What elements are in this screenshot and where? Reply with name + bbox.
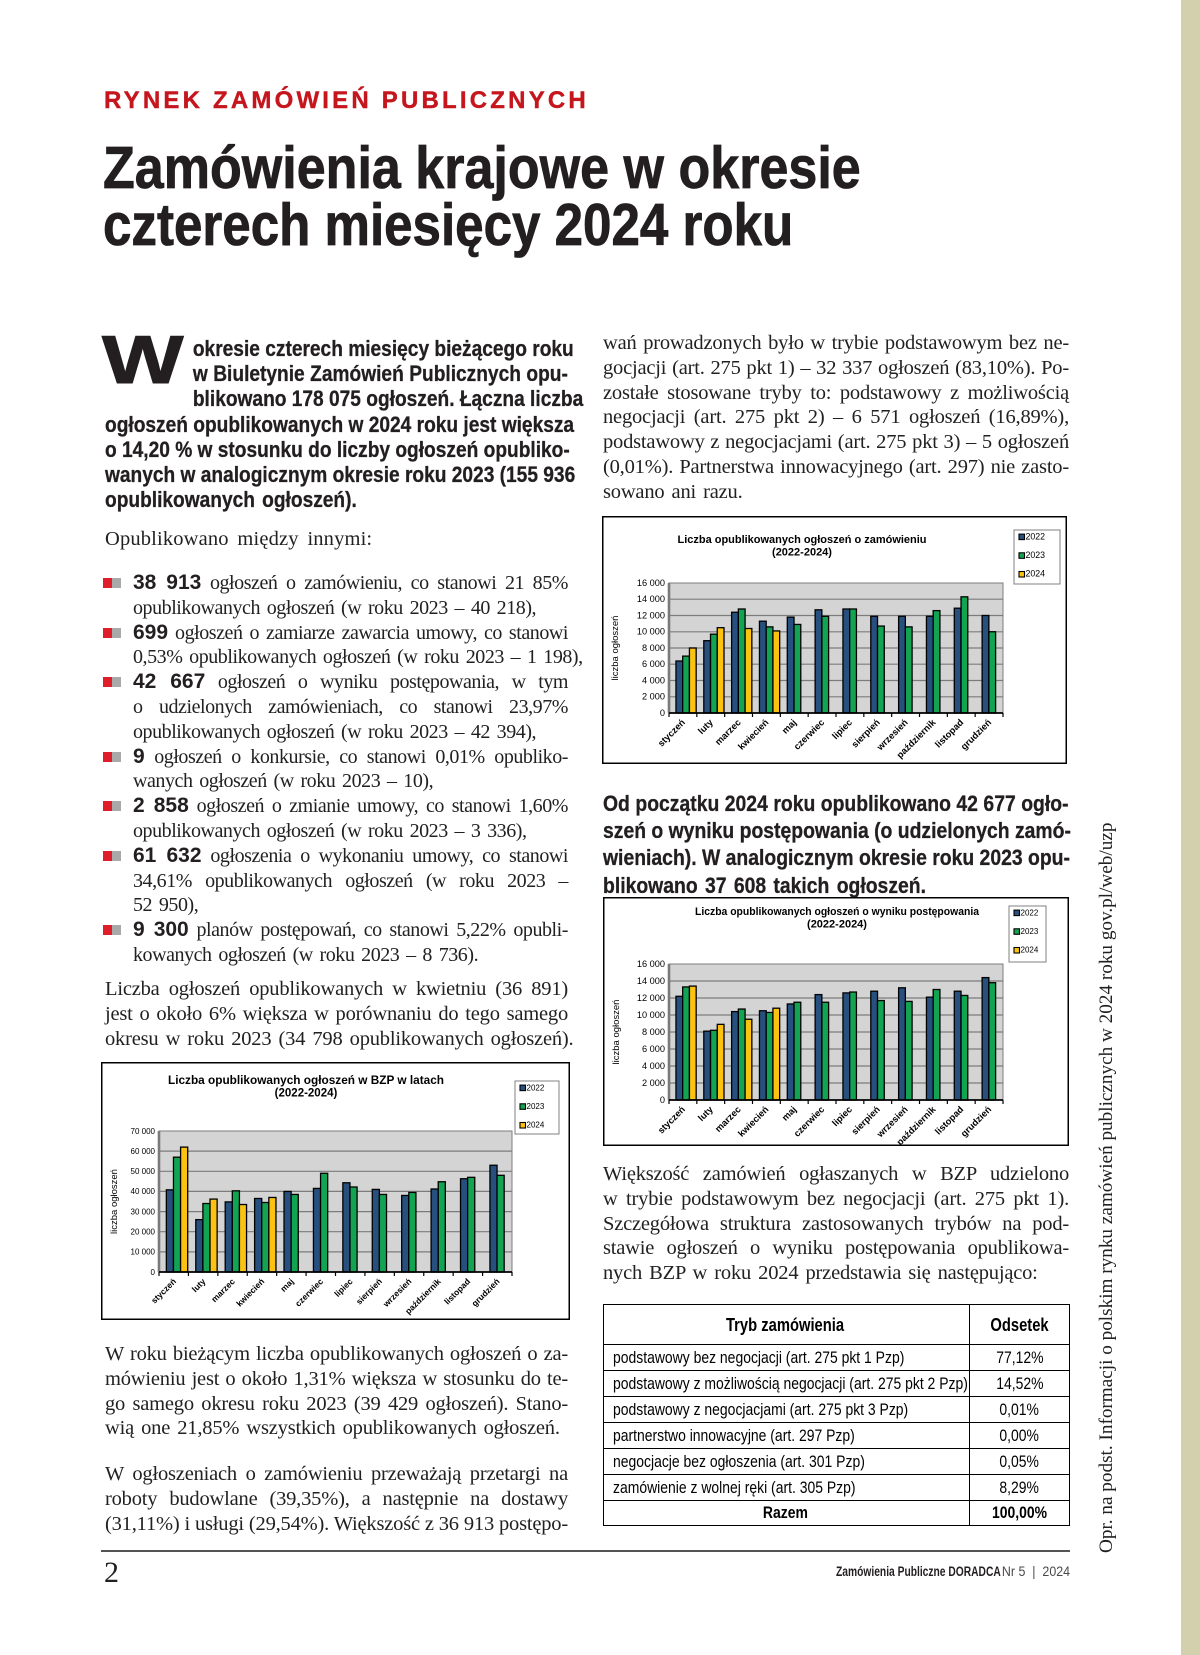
svg-text:2 000: 2 000 <box>642 1078 665 1088</box>
svg-text:2023: 2023 <box>527 1102 545 1111</box>
svg-text:0: 0 <box>660 708 665 718</box>
svg-text:12 000: 12 000 <box>637 993 665 1003</box>
svg-text:liczba ogłoszeń: liczba ogłoszeń <box>611 1000 622 1065</box>
svg-text:8 000: 8 000 <box>642 1027 665 1037</box>
svg-text:Liczba opublikowanych ogłoszeń: Liczba opublikowanych ogłoszeń o wyniku … <box>695 906 980 918</box>
svg-text:12 000: 12 000 <box>637 610 665 620</box>
svg-text:6 000: 6 000 <box>642 659 665 669</box>
svg-text:14 000: 14 000 <box>637 976 665 986</box>
svg-text:10 000: 10 000 <box>637 1010 665 1020</box>
svg-text:10 000: 10 000 <box>131 1248 156 1257</box>
svg-text:60 000: 60 000 <box>131 1147 156 1156</box>
svg-text:30 000: 30 000 <box>131 1207 156 1216</box>
svg-text:40 000: 40 000 <box>131 1187 156 1196</box>
svg-text:2 000: 2 000 <box>642 692 665 702</box>
svg-text:50 000: 50 000 <box>131 1167 156 1176</box>
svg-text:2024: 2024 <box>1026 569 1046 579</box>
svg-text:2023: 2023 <box>1026 550 1046 560</box>
svg-text:70 000: 70 000 <box>131 1127 156 1136</box>
svg-text:10 000: 10 000 <box>637 627 665 637</box>
svg-text:Liczba opublikowanych ogłoszeń: Liczba opublikowanych ogłoszeń w BZP w l… <box>168 1075 444 1087</box>
svg-text:(2022-2024): (2022-2024) <box>275 1088 338 1100</box>
svg-text:liczba ogłoszeń: liczba ogłoszeń <box>610 616 621 681</box>
svg-text:2024: 2024 <box>527 1121 545 1130</box>
svg-text:4 000: 4 000 <box>642 1061 665 1071</box>
svg-text:2022: 2022 <box>527 1083 545 1092</box>
svg-text:16 000: 16 000 <box>637 578 665 588</box>
svg-text:Liczba opublikowanych ogłoszeń: Liczba opublikowanych ogłoszeń o zamówie… <box>678 534 927 546</box>
svg-text:14 000: 14 000 <box>637 594 665 604</box>
svg-text:8 000: 8 000 <box>642 643 665 653</box>
svg-text:0: 0 <box>151 1268 156 1277</box>
svg-text:0: 0 <box>660 1095 665 1105</box>
svg-text:20 000: 20 000 <box>131 1228 156 1237</box>
svg-text:2022: 2022 <box>1026 531 1046 541</box>
svg-text:liczba ogłoszeń: liczba ogłoszeń <box>109 1169 120 1234</box>
svg-text:4 000: 4 000 <box>642 675 665 685</box>
svg-text:(2022-2024): (2022-2024) <box>807 919 867 931</box>
svg-text:2022: 2022 <box>1021 908 1039 917</box>
svg-text:2024: 2024 <box>1021 946 1039 955</box>
svg-text:16 000: 16 000 <box>637 959 665 969</box>
svg-text:(2022-2024): (2022-2024) <box>772 547 832 559</box>
svg-text:6 000: 6 000 <box>642 1044 665 1054</box>
svg-text:2023: 2023 <box>1021 927 1039 936</box>
